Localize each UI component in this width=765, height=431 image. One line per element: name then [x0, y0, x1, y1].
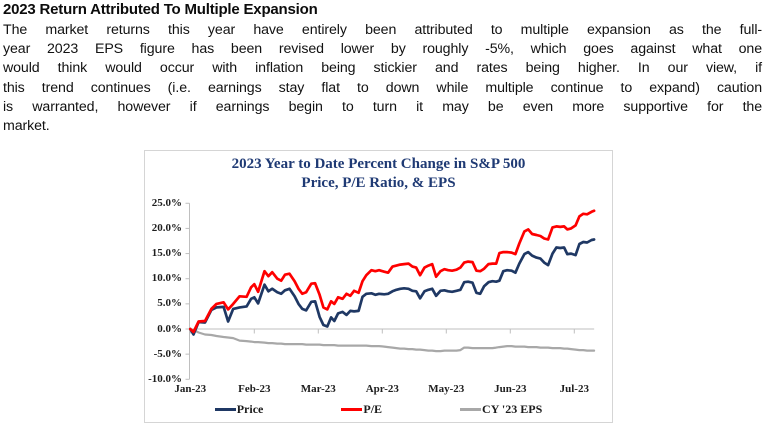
y-axis-label: 25.0%: [151, 196, 182, 209]
y-axis-label: 20.0%: [151, 221, 182, 234]
series-line-cy-23-eps: [189, 328, 596, 353]
paragraph-line: The market returns this year have entire…: [3, 22, 762, 38]
legend-label-p-e: P/E: [363, 402, 383, 416]
x-axis-label: Feb-23: [238, 383, 271, 395]
y-axis-label: -5.0%: [153, 347, 182, 360]
paragraph-line: year 2023 EPS figure has been revised lo…: [3, 41, 762, 58]
x-axis-label: Apr-23: [365, 383, 399, 395]
commentary-section: 2023 Return Attributed To Multiple Expan…: [3, 1, 762, 136]
legend-swatch-p-e: [341, 408, 363, 411]
document-heading: 2023 Return Attributed To Multiple Expan…: [3, 1, 318, 18]
body-paragraph: The market returns this year have entire…: [3, 21, 762, 136]
legend-swatch-price: [214, 408, 236, 411]
x-axis-label: May-23: [428, 383, 465, 395]
paragraph-line: this trend continues (i.e. earnings stay…: [3, 79, 762, 96]
chart-title-line-1: 2023 Year to Date Percent Change in S&P …: [231, 156, 526, 172]
y-axis-label: 5.0%: [157, 297, 182, 310]
y-axis-label: 0.0%: [157, 322, 182, 335]
series-line-p-e: [188, 209, 596, 334]
legend-label-price: Price: [236, 402, 264, 416]
legend-swatch-cy-23-eps: [460, 408, 482, 411]
y-axis-label: -10.0%: [148, 372, 182, 385]
y-axis-label: 15.0%: [151, 247, 182, 260]
x-axis-label: Jun-23: [494, 383, 527, 395]
chart-title: 2023 Year to Date Percent Change in S&P …: [145, 155, 612, 193]
legend-item-p-e: P/E: [341, 402, 382, 417]
x-axis-label: Jul-23: [559, 383, 589, 395]
y-axis-label: 10.0%: [151, 272, 182, 285]
legend-item-cy-23-eps: CY '23 EPS: [460, 402, 542, 417]
series-line-price: [188, 238, 596, 336]
paragraph-line: is warranted, however if earnings begin …: [3, 98, 762, 115]
paragraph-line: would think would occur with inflation b…: [3, 60, 762, 77]
legend-item-price: Price: [214, 402, 264, 417]
x-axis-label: Mar-23: [300, 383, 336, 395]
chart-legend: Price P/E CY '23 EPS: [145, 402, 612, 417]
paragraph-line: market.: [3, 118, 50, 135]
chart: 2023 Year to Date Percent Change in S&P …: [144, 150, 613, 423]
chart-title-line-2: Price, P/E Ratio, & EPS: [301, 175, 456, 191]
legend-label-cy-23-eps: CY '23 EPS: [482, 402, 543, 416]
chart-plot: [185, 202, 596, 380]
x-axis-label: Jan-23: [174, 383, 207, 395]
